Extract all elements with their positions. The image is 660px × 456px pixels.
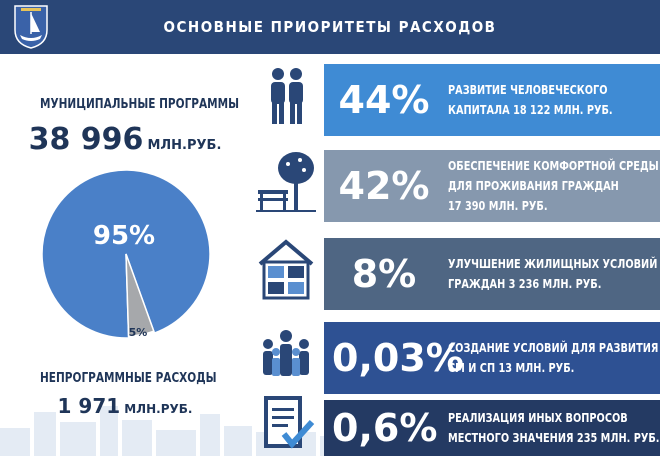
pie-label-programs: 95%	[93, 221, 155, 251]
municipal-programs-label: МУНИЦИПАЛЬНЫЕ ПРОГРАММЫ	[39, 96, 240, 112]
spending-pie-chart: 95% 5%	[41, 169, 211, 339]
municipal-programs-unit: МЛН.РУБ.	[147, 138, 222, 153]
pie-label-nonprogram: 5%	[129, 326, 148, 339]
row-line: ОБЕСПЕЧЕНИЕ КОМФОРТНОЙ СРЕДЫ	[448, 158, 659, 173]
group-icon	[263, 330, 309, 376]
priority-row-human-capital: 44% РАЗВИТИЕ ЧЕЛОВЕЧЕСКОГО КАПИТАЛА 18 1…	[324, 64, 660, 136]
row-line: СМ И СП 13 МЛН. РУБ.	[448, 360, 575, 375]
row-line: МЕСТНОГО ЗНАЧЕНИЯ 235 МЛН. РУБ.	[448, 430, 660, 445]
row-line: РЕАЛИЗАЦИЯ ИНЫХ ВОПРОСОВ	[448, 410, 628, 425]
checklist-icon	[264, 396, 315, 449]
nonprogram-expenses-value: 1 971	[57, 394, 121, 418]
row-line: СОЗДАНИЕ УСЛОВИЙ ДЛЯ РАЗВИТИЯ	[448, 340, 659, 355]
coat-of-arms-icon	[14, 5, 48, 49]
row-percent: 0,03%	[332, 336, 464, 380]
municipal-programs-amount: 38 996 МЛН.РУБ.	[8, 122, 242, 157]
row-percent: 8%	[351, 252, 417, 296]
row-line: РАЗВИТИЕ ЧЕЛОВЕЧЕСКОГО	[448, 82, 608, 97]
people-icon	[271, 68, 303, 124]
row-description: РАЗВИТИЕ ЧЕЛОВЕЧЕСКОГО КАПИТАЛА 18 122 М…	[448, 64, 660, 136]
row-line: ДЛЯ ПРОЖИВАНИЯ ГРАЖДАН	[448, 178, 619, 193]
row-description: УЛУЧШЕНИЕ ЖИЛИЩНЫХ УСЛОВИЙ ГРАЖДАН 3 236…	[448, 238, 660, 310]
row-percent: 0,6%	[332, 406, 438, 450]
row-description: РЕАЛИЗАЦИЯ ИНЫХ ВОПРОСОВ МЕСТНОГО ЗНАЧЕН…	[448, 400, 660, 456]
municipal-programs-value: 38 996	[28, 122, 144, 157]
nonprogram-expenses-label: НЕПРОГРАММНЫЕ РАСХОДЫ	[39, 370, 217, 386]
priority-row-housing: 8% УЛУЧШЕНИЕ ЖИЛИЩНЫХ УСЛОВИЙ ГРАЖДАН 3 …	[324, 238, 660, 310]
row-percent: 44%	[338, 78, 430, 122]
nonprogram-expenses-amount: 1 971 МЛН.РУБ.	[8, 394, 242, 418]
priority-row-comfortable-environment: 42% ОБЕСПЕЧЕНИЕ КОМФОРТНОЙ СРЕДЫ ДЛЯ ПРО…	[324, 150, 660, 222]
priority-row-local-issues: 0,6% РЕАЛИЗАЦИЯ ИНЫХ ВОПРОСОВ МЕСТНОГО З…	[324, 400, 660, 456]
tree-bench-icon	[256, 152, 316, 212]
row-line: УЛУЧШЕНИЕ ЖИЛИЩНЫХ УСЛОВИЙ	[448, 256, 658, 271]
row-line: ГРАЖДАН 3 236 МЛН. РУБ.	[448, 276, 602, 291]
row-description: СОЗДАНИЕ УСЛОВИЙ ДЛЯ РАЗВИТИЯ СМ И СП 13…	[448, 322, 660, 394]
pie-slice-nonprogram	[125, 253, 155, 337]
row-description: ОБЕСПЕЧЕНИЕ КОМФОРТНОЙ СРЕДЫ ДЛЯ ПРОЖИВА…	[448, 150, 660, 222]
row-percent: 42%	[338, 164, 430, 208]
nonprogram-expenses-unit: МЛН.РУБ.	[124, 402, 193, 416]
header-bar: ОСНОВНЫЕ ПРИОРИТЕТЫ РАСХОДОВ	[0, 0, 660, 54]
row-line: КАПИТАЛА 18 122 МЛН. РУБ.	[448, 102, 613, 117]
priority-row-media: 0,03% СОЗДАНИЕ УСЛОВИЙ ДЛЯ РАЗВИТИЯ СМ И…	[324, 322, 660, 394]
smart-house-icon	[258, 239, 314, 300]
row-line: 17 390 МЛН. РУБ.	[448, 198, 548, 213]
page-title: ОСНОВНЫЕ ПРИОРИТЕТЫ РАСХОДОВ	[163, 18, 497, 36]
